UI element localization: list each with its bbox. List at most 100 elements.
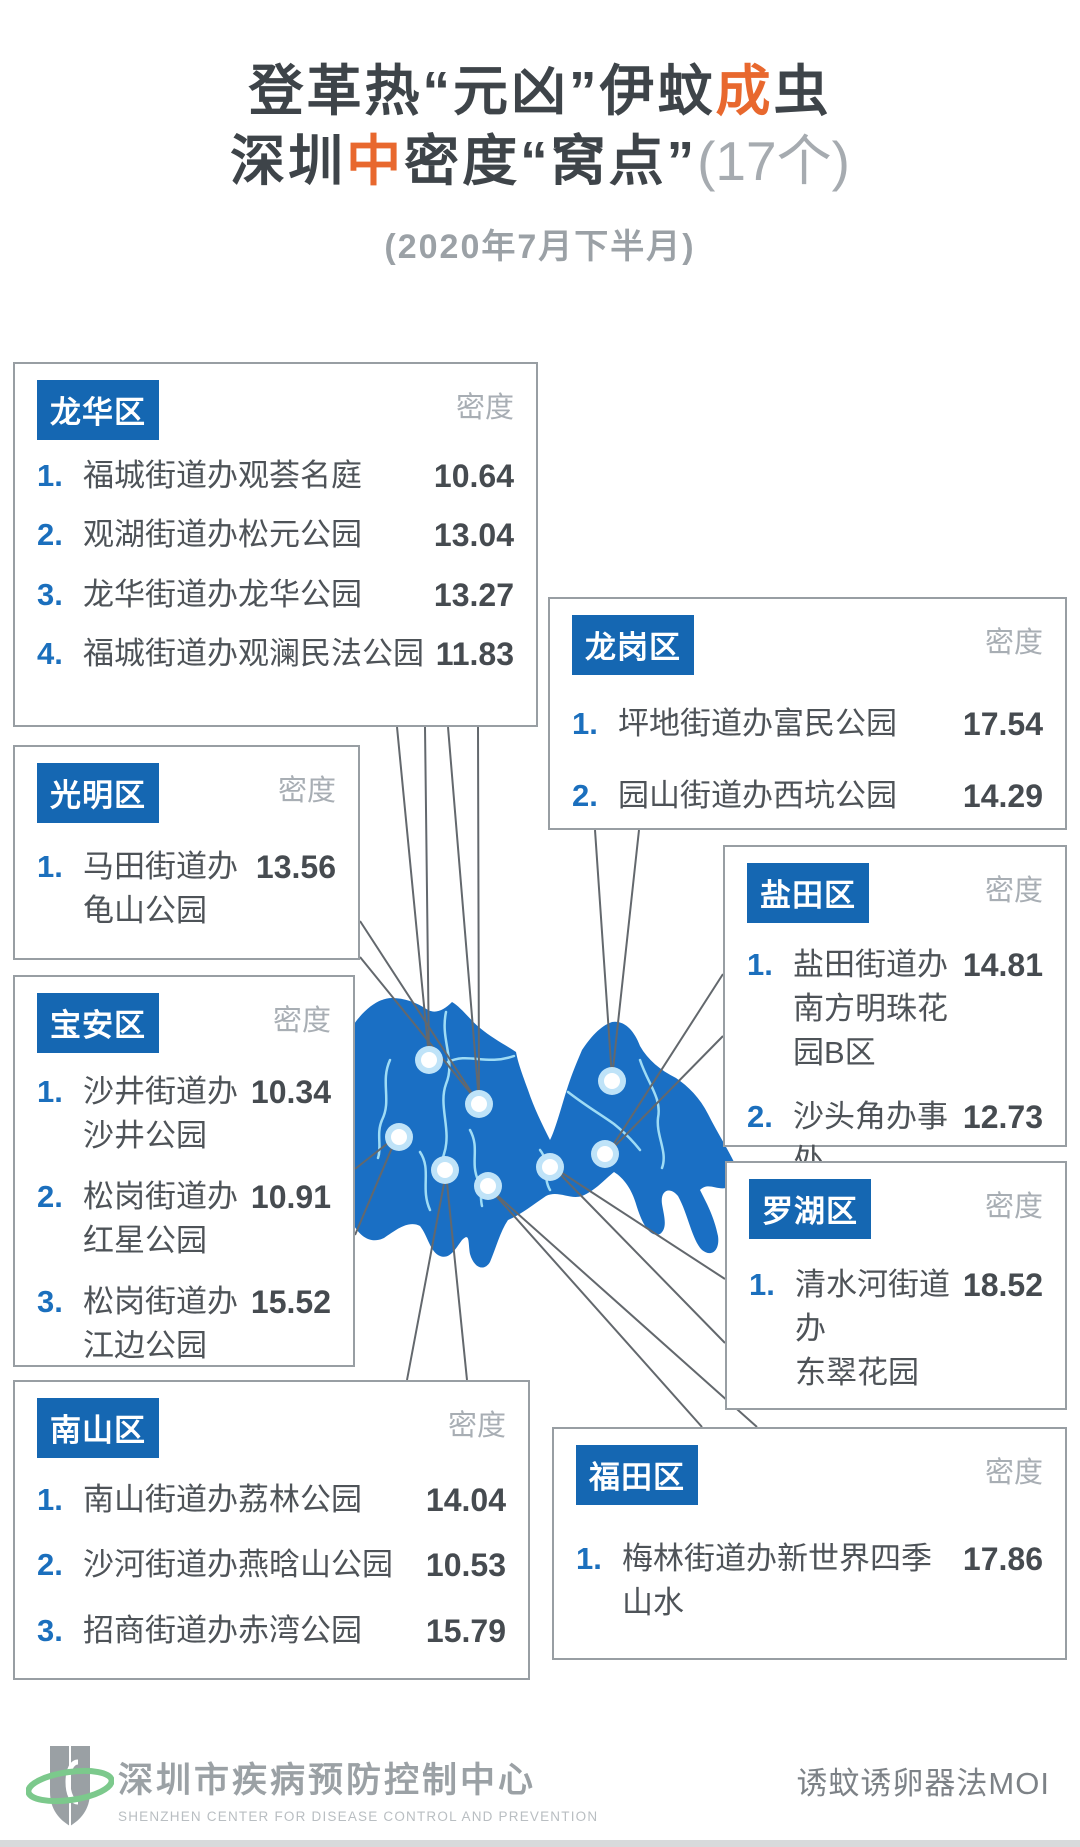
site-name-line: 松岗街道办 <box>83 1284 238 1320</box>
site-name-line: 观湖街道办松元公园 <box>83 517 362 553</box>
panel-header: 光明区 密度 <box>37 763 336 823</box>
site-name-line: 园山街道办西坑公园 <box>618 778 897 814</box>
site-name-line: 龟山公园 <box>83 893 207 929</box>
site-name-line: 沙河街道办燕晗山公园 <box>83 1547 393 1583</box>
title-highlight: 成 <box>715 60 774 122</box>
panel-header: 盐田区 密度 <box>747 863 1043 923</box>
callout-futian <box>489 1188 758 1428</box>
site-density-value: 10.53 <box>425 1547 506 1584</box>
title-count: (17个) <box>697 130 850 193</box>
site-index: 1. <box>572 706 598 741</box>
bottom-divider <box>0 1840 1080 1847</box>
site-row: 1. 南山街道办荔林公园 14.04 <box>37 1478 506 1523</box>
title-block: 登革热“元凶”伊蚊成虫 深圳中密度“窝点”(17个) (2020年7月下半月) <box>0 56 1080 268</box>
site-name: 福城街道办观荟名庭 <box>83 454 368 498</box>
site-density-value: 14.81 <box>962 947 1043 983</box>
site-name-line: 江边公园 <box>83 1328 207 1364</box>
cdc-logo-icon <box>26 1746 114 1826</box>
panel-longhua: 龙华区 密度 1. 福城街道办观荟名庭 10.64 2. 观湖街道办松元公园 1… <box>13 362 538 727</box>
site-index: 3. <box>37 1612 63 1648</box>
site-name-line: 福城街道办观澜民法公园 <box>83 636 424 672</box>
district-label: 龙华区 <box>37 380 159 440</box>
site-name: 沙河街道办燕晗山公园 <box>83 1543 399 1587</box>
site-name: 松岗街道办 江边公园 <box>83 1280 244 1368</box>
site-density-value: 15.79 <box>425 1612 506 1649</box>
site-density-value: 13.56 <box>255 849 336 885</box>
site-row: 1. 坪地街道办富民公园 17.54 <box>572 702 1043 747</box>
site-name-line: 福城街道办观荟名庭 <box>83 458 362 493</box>
site-row: 3. 龙华街道办龙华公园 13.27 <box>37 573 514 618</box>
panel-header: 宝安区 密度 <box>37 993 331 1053</box>
site-marker <box>536 1153 564 1181</box>
site-name-line: 龙华街道办龙华公园 <box>83 576 362 612</box>
site-index: 3. <box>37 1284 63 1320</box>
site-name-line: 坪地街道办富民公园 <box>618 706 897 741</box>
site-name-line: 南山街道办荔林公园 <box>83 1482 362 1517</box>
site-name-line: 东翠花园 <box>795 1355 919 1391</box>
panel-luohu: 罗湖区 密度 1. 清水河街道办 东翠花园 18.52 <box>725 1161 1067 1410</box>
site-name-line: 沙井街道办 <box>83 1074 238 1109</box>
panel-header: 龙岗区 密度 <box>572 615 1043 675</box>
site-name: 招商街道办赤湾公园 <box>83 1609 368 1653</box>
site-density-value: 11.83 <box>435 636 514 673</box>
site-row: 1. 盐田街道办 南方明珠花园B区 14.81 <box>747 943 1043 1075</box>
district-label: 福田区 <box>576 1445 698 1505</box>
site-row: 2. 松岗街道办红星公园 10.91 <box>37 1175 331 1263</box>
density-column-label: 密度 <box>984 875 1043 907</box>
site-row: 4. 福城街道办观澜民法公园 11.83 <box>37 632 514 677</box>
site-name-line: 清水河街道办 <box>795 1267 950 1347</box>
district-label: 盐田区 <box>747 863 869 923</box>
site-index: 2. <box>37 1179 63 1215</box>
density-column-label: 密度 <box>984 627 1043 659</box>
site-density-value: 10.91 <box>250 1179 331 1216</box>
site-density-value: 14.29 <box>962 778 1043 815</box>
site-marker <box>431 1156 459 1184</box>
district-label: 罗湖区 <box>749 1179 871 1239</box>
site-name-line: 盐田街道办 <box>793 947 948 982</box>
panel-header: 罗湖区 密度 <box>749 1179 1043 1239</box>
site-density-value: 13.27 <box>433 576 514 613</box>
site-name: 梅林街道办新世界四季山水 <box>622 1537 963 1625</box>
site-density-value: 12.73 <box>962 1099 1043 1136</box>
site-row: 2. 沙河街道办燕晗山公园 10.53 <box>37 1543 506 1588</box>
site-index: 4. <box>37 636 63 672</box>
site-row: 1. 梅林街道办新世界四季山水 17.86 <box>576 1537 1043 1625</box>
site-index: 1. <box>37 1074 63 1109</box>
panel-header: 南山区 密度 <box>37 1398 506 1458</box>
panel-longgang: 龙岗区 密度 1. 坪地街道办富民公园 17.54 2. 园山街道办西坑公园 1… <box>548 597 1067 830</box>
site-name: 马田街道办 龟山公园 <box>83 845 244 933</box>
site-index: 1. <box>37 1482 63 1517</box>
site-index: 2. <box>572 778 598 814</box>
site-index: 2. <box>37 1547 63 1583</box>
panel-baoan: 宝安区 密度 1. 沙井街道办 沙井公园 10.34 2. 松岗街道办 红星公园 1… <box>13 975 355 1367</box>
site-name-line: 马田街道办 <box>83 849 238 884</box>
density-column-label: 密度 <box>277 775 336 807</box>
site-index: 1. <box>747 947 773 982</box>
site-marker <box>385 1123 413 1151</box>
site-marker <box>591 1140 619 1168</box>
site-name-line: 松岗街道办 <box>83 1179 238 1215</box>
site-name-line: 红星公园 <box>83 1223 207 1259</box>
site-row: 1. 清水河街道办 东翠花园 18.52 <box>749 1263 1043 1395</box>
footer-organization: 深圳市疾病预防控制中心 SHENZHEN CENTER FOR DISEASE … <box>118 1752 598 1824</box>
site-index: 1. <box>37 849 63 884</box>
site-name: 清水河街道办东翠花园 <box>795 1263 963 1395</box>
site-density-value: 17.54 <box>962 706 1043 742</box>
density-column-label: 密度 <box>455 392 514 424</box>
site-density-value: 13.04 <box>433 517 514 554</box>
panel-futian: 福田区 密度 1. 梅林街道办新世界四季山水 17.86 <box>552 1427 1067 1660</box>
site-density-value: 10.34 <box>250 1074 331 1110</box>
site-name-line: 沙井公园 <box>83 1118 207 1154</box>
district-label: 宝安区 <box>37 993 159 1053</box>
site-name: 沙井街道办 沙井公园 <box>83 1070 244 1158</box>
site-index: 3. <box>37 576 63 612</box>
site-marker <box>474 1172 502 1200</box>
density-column-label: 密度 <box>447 1410 506 1442</box>
site-name: 坪地街道办富民公园 <box>618 702 903 746</box>
district-label: 光明区 <box>37 763 159 823</box>
site-name: 园山街道办西坑公园 <box>618 774 903 818</box>
density-column-label: 密度 <box>272 1005 331 1037</box>
